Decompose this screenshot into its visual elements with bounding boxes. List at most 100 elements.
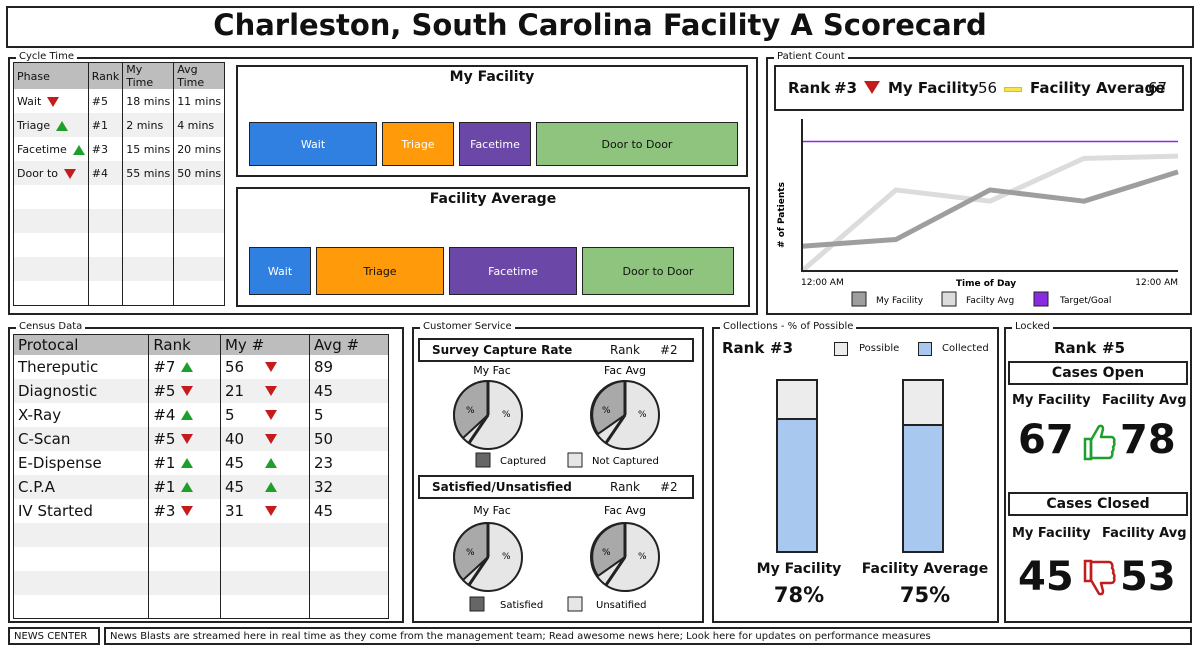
cycle-time-section: Cycle Time Phase Rank My Time Avg Time W… [8, 51, 758, 315]
locked-label: Locked [1012, 321, 1053, 333]
possible-label: Possible [859, 343, 900, 354]
collections-label: Collections - % of Possible [720, 321, 857, 333]
trend-up-icon [181, 482, 194, 492]
survey-title: Survey Capture Rate [432, 343, 573, 357]
survey-not-captured-swatch [567, 452, 583, 468]
title-frame [6, 6, 1194, 48]
trend-down-icon [181, 506, 194, 516]
census-empty-row [13, 594, 390, 619]
patient-count-section: Patient Count Rank #3 My Facility 56 Fac… [766, 51, 1192, 315]
news-ticker-text: News Blasts are streamed here in real ti… [110, 631, 931, 642]
patient-count-summary: Rank #3 My Facility 56 Facility Average … [774, 65, 1184, 111]
cycle-time-row[interactable]: Wait #5 18 mins 11 mins [13, 89, 226, 113]
my-seg-wait[interactable]: Wait [249, 122, 377, 166]
satisfied-rank: #2 [660, 480, 678, 494]
avg-seg-wait[interactable]: Wait [249, 247, 311, 295]
my-seg-triage[interactable]: Triage [382, 122, 454, 166]
ct-phase: Facetime [13, 137, 89, 161]
census-row[interactable]: C-Scan #5 40 50 [13, 426, 390, 451]
news-center-label: NEWS CENTER [14, 631, 88, 642]
ct-avg-time: 4 mins [173, 113, 226, 137]
locked-rank: #5 [1102, 339, 1126, 357]
avg-seg-triage[interactable]: Triage [316, 247, 444, 295]
trend-up-icon [72, 144, 85, 155]
collections-rank-label: Rank [722, 339, 765, 357]
census-row[interactable]: Thereputic #7 56 89 [13, 354, 390, 379]
satisfied-my-pie: % % [453, 521, 523, 592]
news-ticker[interactable]: News Blasts are streamed here in real ti… [104, 627, 1192, 645]
survey-rank: #2 [660, 343, 678, 357]
census-protocal: C-Scan [13, 426, 150, 451]
pc-x-end: 12:00 AM [1135, 278, 1178, 288]
census-avg: 23 [309, 450, 390, 475]
census-rank: #7 [148, 354, 221, 379]
my-collection-fill [778, 418, 816, 551]
customer-service-section: Customer Service Survey Capture Rate Ran… [412, 321, 704, 623]
ct-header-phase: Phase [13, 62, 89, 89]
legend-avg-label: Facilty Avg [966, 296, 1014, 306]
locked-rank-label: Rank [1054, 339, 1097, 357]
satisfied-swatch [469, 596, 485, 612]
facility-average-title: Facility Average [429, 191, 557, 207]
survey-pies: My Fac Fac Avg % % % % Captured Not Capt… [453, 364, 660, 468]
census-protocal: X-Ray [13, 402, 150, 427]
census-avg: 45 [309, 498, 390, 523]
census-row[interactable]: E-Dispense #1 45 23 [13, 450, 390, 475]
ct-my-time: 15 mins [122, 137, 175, 161]
collected-swatch [918, 342, 932, 356]
cycle-time-empty-row [13, 281, 226, 305]
trend-down-icon [64, 168, 76, 179]
census-label: Census Data [16, 321, 86, 333]
my-seg-door[interactable]: Door to Door [536, 122, 738, 166]
census-empty-row [13, 570, 390, 595]
survey-captured-label: Captured [500, 456, 546, 467]
census-row[interactable]: X-Ray #4 5 5 [13, 402, 390, 427]
legend-my-swatch [851, 291, 867, 307]
patient-count-label: Patient Count [774, 51, 848, 63]
avg-collection-label: Facility Average [861, 561, 989, 577]
cycle-time-row[interactable]: Triage #1 2 mins 4 mins [13, 113, 226, 137]
open-my-value: 67 [1018, 417, 1074, 463]
unsatisfied-swatch [567, 596, 583, 612]
thumbs-down-icon [1083, 559, 1116, 596]
cycle-time-row[interactable]: Door to #4 55 mins 50 mins [13, 161, 226, 185]
trend-down-icon [47, 96, 60, 107]
avg-seg-facetime[interactable]: Facetime [449, 247, 577, 295]
survey-my-pie: % % [453, 379, 523, 450]
census-my: 5 [220, 402, 310, 427]
survey-avg-pct-b: % [638, 410, 647, 420]
my-seg-facetime[interactable]: Facetime [459, 122, 531, 166]
my-collection-label: My Facility [756, 561, 842, 577]
ct-avg-time: 20 mins [173, 137, 226, 161]
ct-rank: #3 [88, 137, 124, 161]
cases-closed-title: Cases Closed [1046, 496, 1150, 512]
pc-rank-label: Rank [788, 79, 831, 97]
avg-seg-door[interactable]: Door to Door [582, 247, 734, 295]
census-my: 21 [220, 378, 310, 403]
satisfied-pies: My Fac Fac Avg % % % % Satisfied Unsatif… [453, 504, 660, 612]
census-row[interactable]: IV Started #3 31 45 [13, 498, 390, 523]
pc-avg-value: 67 [1148, 79, 1168, 97]
cases-closed-header: Cases Closed [1008, 492, 1188, 516]
census-header-my: My # [220, 334, 310, 355]
trend-up-icon [264, 458, 277, 468]
census-rank: #1 [148, 450, 221, 475]
census-row[interactable]: Diagnostic #5 21 45 [13, 378, 390, 403]
pc-y-axis-label: # of Patients [777, 182, 787, 248]
locked-section: Locked Rank #5 Cases Open My Facility Fa… [1004, 321, 1192, 623]
satisfied-header: Satisfied/Unsatisfied Rank #2 [418, 475, 694, 499]
census-row[interactable]: C.P.A #1 45 32 [13, 474, 390, 499]
avg-collection-value: 75% [899, 583, 951, 607]
ct-header-my-time: My Time [122, 62, 175, 89]
census-header-rank: Rank [148, 334, 221, 355]
pc-x-axis-label: Time of Day [956, 279, 1016, 289]
cases-open-header: Cases Open [1008, 361, 1188, 385]
cycle-time-empty-row [13, 233, 226, 257]
cycle-time-row[interactable]: Facetime #3 15 mins 20 mins [13, 137, 226, 161]
ct-header-avg-time: Avg Time [173, 62, 226, 89]
ct-rank: #4 [88, 161, 124, 185]
collected-label: Collected [942, 343, 989, 354]
my-facility-panel: My Facility Wait Triage Facetime Door to… [236, 65, 748, 177]
satisfied-my-label: My Fac [473, 504, 511, 517]
facility-average-panel: Facility Average Wait Triage Facetime Do… [236, 187, 750, 307]
